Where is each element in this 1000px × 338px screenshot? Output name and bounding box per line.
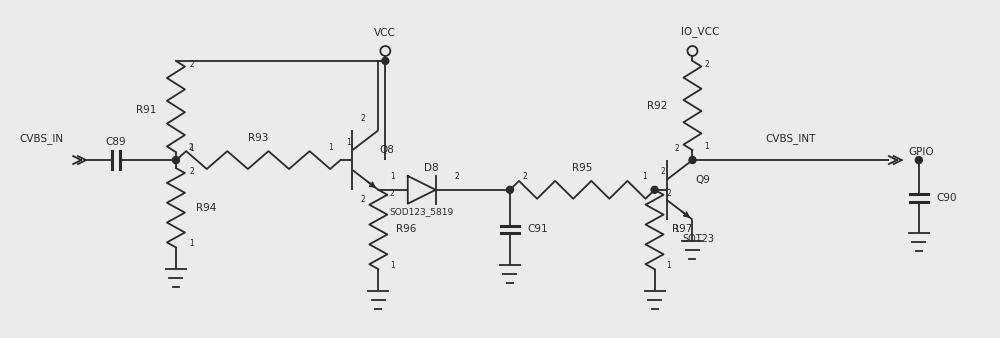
- Circle shape: [506, 186, 513, 193]
- Text: VCC: VCC: [374, 28, 396, 38]
- Text: 1: 1: [642, 172, 647, 182]
- Circle shape: [915, 156, 922, 164]
- Circle shape: [172, 156, 179, 164]
- Text: 1: 1: [189, 239, 194, 248]
- Circle shape: [651, 186, 658, 193]
- Text: SOD123_5819: SOD123_5819: [390, 207, 454, 216]
- Text: 2: 2: [188, 143, 193, 152]
- Text: D8: D8: [424, 163, 439, 173]
- Text: 2: 2: [523, 172, 527, 182]
- Circle shape: [382, 57, 389, 64]
- Text: CVBS_INT: CVBS_INT: [766, 133, 816, 144]
- Text: 1: 1: [390, 261, 395, 270]
- Text: 1: 1: [346, 138, 351, 147]
- Text: 2: 2: [704, 61, 709, 69]
- Text: C89: C89: [106, 137, 126, 147]
- Text: Q8: Q8: [379, 145, 394, 155]
- Text: C90: C90: [937, 193, 957, 203]
- Text: C91: C91: [528, 224, 548, 235]
- Text: 1: 1: [674, 225, 679, 234]
- Text: 1: 1: [328, 143, 333, 152]
- Text: CVBS_IN: CVBS_IN: [19, 133, 63, 144]
- Text: Q9: Q9: [695, 175, 710, 185]
- Text: R93: R93: [248, 133, 268, 143]
- Text: 2: 2: [660, 167, 665, 176]
- Text: IO_VCC: IO_VCC: [681, 26, 720, 37]
- Circle shape: [689, 156, 696, 164]
- Text: R91: R91: [136, 105, 156, 116]
- Text: 1: 1: [390, 172, 395, 182]
- Text: R97: R97: [672, 224, 693, 235]
- Text: 2: 2: [674, 144, 679, 153]
- Text: R94: R94: [196, 203, 216, 213]
- Text: GPIO: GPIO: [908, 147, 934, 157]
- Text: 2: 2: [189, 61, 194, 69]
- Text: 1: 1: [704, 142, 709, 151]
- Text: 1: 1: [189, 144, 194, 153]
- Text: 2: 2: [360, 114, 365, 123]
- Text: 2: 2: [360, 195, 365, 204]
- Text: 1: 1: [666, 261, 671, 270]
- Text: 2: 2: [455, 172, 459, 182]
- Text: SOT23: SOT23: [682, 235, 714, 244]
- Text: R92: R92: [647, 100, 668, 111]
- Text: 2: 2: [390, 189, 395, 198]
- Text: 2: 2: [666, 189, 671, 198]
- Text: 2: 2: [189, 167, 194, 176]
- Text: R96: R96: [396, 224, 416, 235]
- Text: R95: R95: [572, 163, 592, 173]
